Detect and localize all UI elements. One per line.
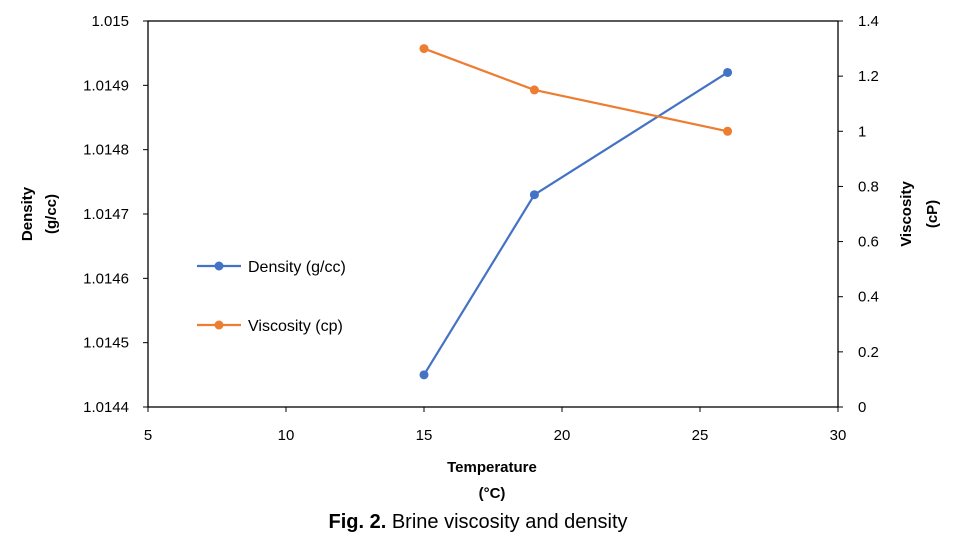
left-tick-label: 1.015 xyxy=(91,13,129,30)
x-tick-label: 30 xyxy=(830,427,847,444)
density-data-point xyxy=(723,67,733,77)
right-axis-unit: (cP) xyxy=(924,200,941,228)
x-axis-unit: (°C) xyxy=(479,485,506,502)
x-tick-label: 25 xyxy=(692,427,709,444)
x-axis-title: Temperature xyxy=(447,459,537,476)
left-tick-label: 1.0147 xyxy=(83,206,129,223)
viscosity-data-point xyxy=(529,85,539,95)
density-data-point xyxy=(529,190,539,200)
left-axis-title: Density xyxy=(19,186,36,241)
chart-canvas: 5 10 15 20 25 30 1.01441.01451.01461.01471.01… xyxy=(19,13,941,502)
density-series-line xyxy=(423,71,729,376)
x-tick-label: 10 xyxy=(278,427,295,444)
x-tick-label: 5 xyxy=(144,427,152,444)
right-tick-label: 0 xyxy=(858,399,866,416)
plot-frame xyxy=(147,20,839,408)
right-tick-label: 1 xyxy=(858,123,866,140)
viscosity-legend-label: Viscosity (cp) xyxy=(248,318,343,335)
right-axis-ticks: 0 0.2 0.4 0.6 0.8 1 1.2 1.4 xyxy=(838,13,879,416)
left-tick-label: 1.0145 xyxy=(83,335,129,352)
viscosity-legend-marker xyxy=(214,320,224,330)
right-tick-label: 0.8 xyxy=(858,178,879,195)
right-tick-label: 1.2 xyxy=(858,68,879,85)
left-tick-label: 1.0144 xyxy=(83,399,129,416)
viscosity-data-point xyxy=(723,126,733,136)
density-legend-marker xyxy=(214,261,224,271)
x-tick-label: 15 xyxy=(416,427,433,444)
density-data-point xyxy=(419,370,429,380)
x-tick-label: 20 xyxy=(554,427,571,444)
left-tick-label: 1.0146 xyxy=(83,270,129,287)
left-tick-label: 1.0148 xyxy=(83,142,129,159)
left-tick-label: 1.0149 xyxy=(83,77,129,94)
density-legend-label: Density (g/cc) xyxy=(248,259,346,276)
right-tick-label: 0.4 xyxy=(858,289,879,306)
series-layer xyxy=(419,44,733,380)
right-tick-label: 0.6 xyxy=(858,234,879,251)
left-axis-ticks: 1.0144 1.0145 1.0146 1.0147 1.0148 1.0149 1.01… xyxy=(83,13,148,416)
x-axis-ticks: 5 10 15 20 25 30 xyxy=(144,407,847,444)
plot-area-border xyxy=(147,20,839,408)
viscosity-data-point xyxy=(419,44,429,54)
left-axis-unit: (g/cc) xyxy=(43,194,60,234)
figure-caption: Fig. 2. Brine viscosity and density xyxy=(0,511,956,534)
viscosity-series-line xyxy=(423,47,728,133)
right-axis-title: Viscosity xyxy=(898,181,915,247)
caption-label: Fig. 2. xyxy=(328,511,387,533)
caption-text: Brine viscosity and density xyxy=(386,511,628,533)
right-tick-label: 1.4 xyxy=(858,13,879,30)
legend: Density (g/cc) Viscosity (cp) xyxy=(197,259,346,335)
right-tick-label: 0.2 xyxy=(858,344,879,361)
